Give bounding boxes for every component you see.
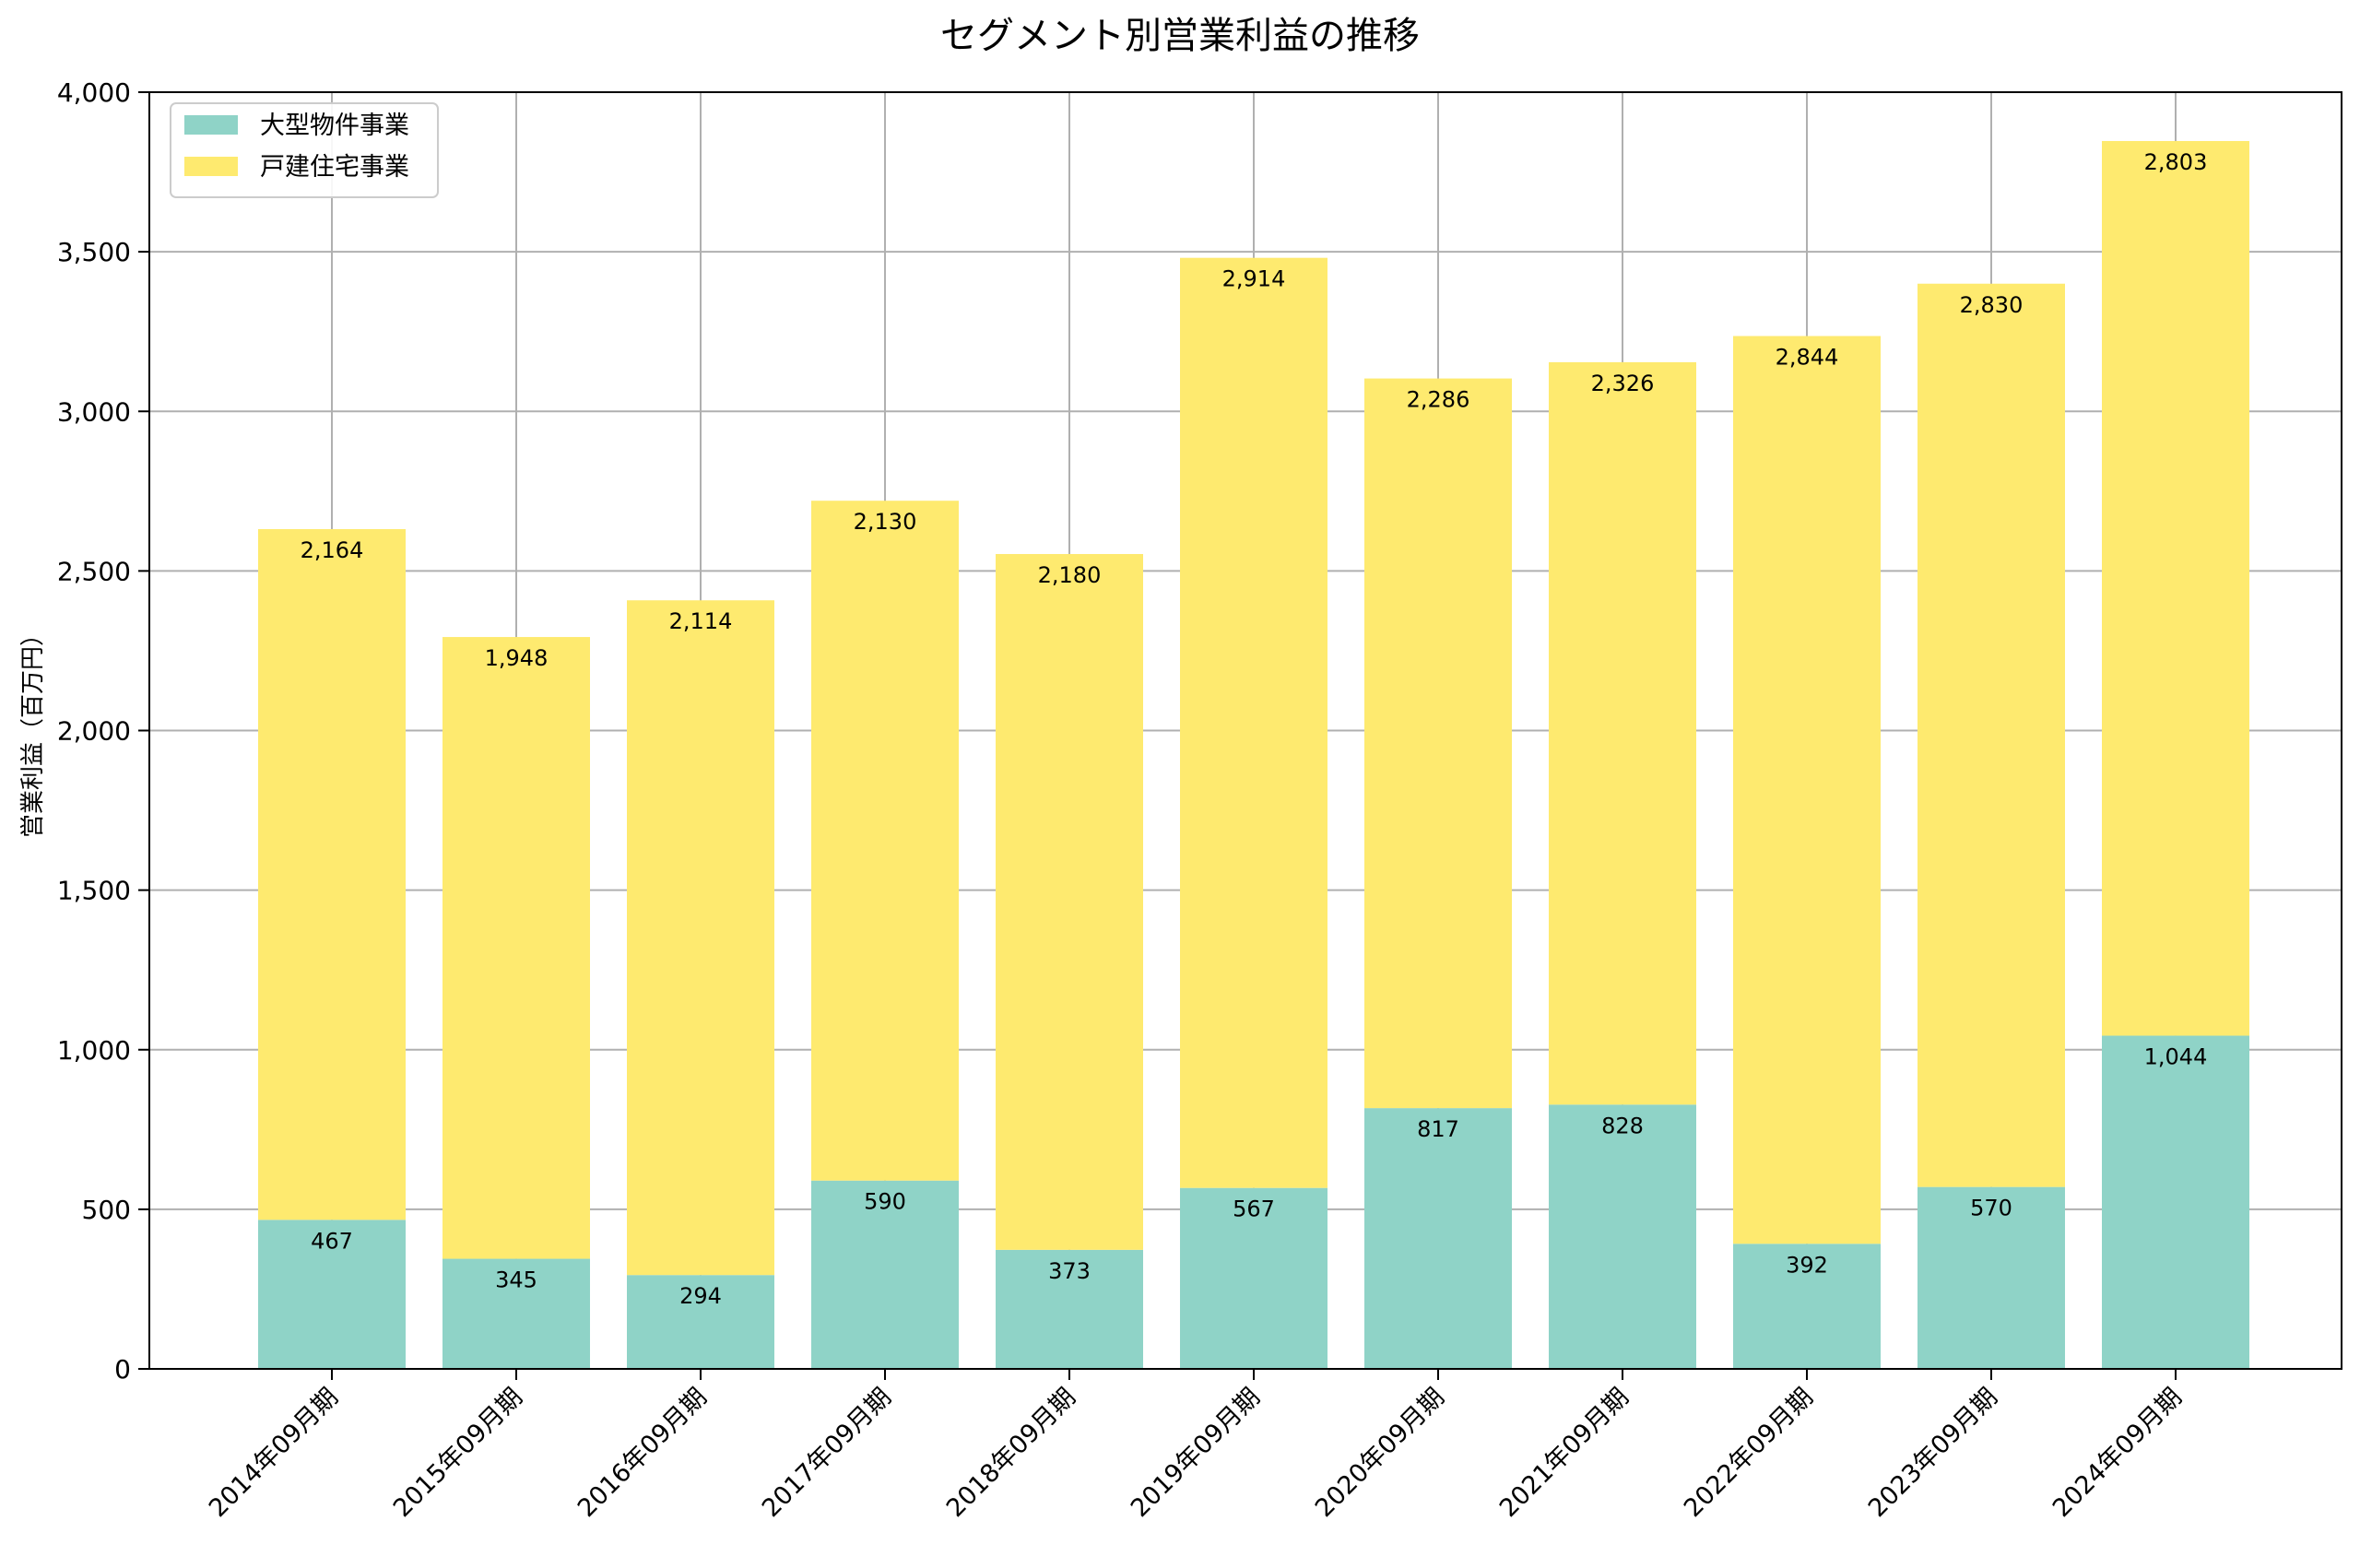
data-label: 570 bbox=[1970, 1196, 2012, 1221]
data-label: 590 bbox=[864, 1189, 906, 1215]
data-label: 2,114 bbox=[669, 608, 733, 634]
bars bbox=[258, 140, 2249, 1369]
data-label: 2,844 bbox=[1776, 345, 1839, 371]
x-tick-label: 2022年09月期 bbox=[1679, 1383, 1819, 1523]
data-label: 2,830 bbox=[1960, 292, 2024, 318]
data-label: 2,130 bbox=[854, 509, 917, 535]
bar-segment bbox=[442, 637, 590, 1259]
data-label: 2,803 bbox=[2144, 149, 2208, 175]
data-label: 2,914 bbox=[1222, 266, 1286, 292]
x-tick-label: 2021年09月期 bbox=[1494, 1383, 1634, 1523]
x-tick-label: 2014年09月期 bbox=[204, 1383, 344, 1523]
y-axis-label: 営業利益（百万円） bbox=[19, 622, 47, 838]
data-label: 567 bbox=[1233, 1197, 1275, 1222]
bar-segment bbox=[258, 1220, 406, 1369]
bar-segment bbox=[627, 1275, 774, 1369]
y-tick-label: 0 bbox=[114, 1354, 131, 1385]
x-tick-label: 2019年09月期 bbox=[1126, 1383, 1266, 1523]
bar-segment bbox=[627, 600, 774, 1276]
data-labels: 467 345 294 590 373 567 817 828 392 570 1,044 2,164… bbox=[301, 149, 2208, 1309]
data-label: 467 bbox=[311, 1228, 353, 1254]
data-label: 345 bbox=[495, 1267, 537, 1293]
legend-label: 大型物件事業 bbox=[260, 112, 409, 140]
bar-segment bbox=[996, 554, 1143, 1250]
legend-swatch bbox=[184, 157, 238, 176]
bar-segment bbox=[1733, 1244, 1881, 1369]
y-axis: 0 500 1,000 1,500 2,000 2,500 3,000 3,500 4,000 bbox=[57, 77, 149, 1385]
chart-title: セグメント別営業利益の推移 bbox=[940, 15, 1420, 57]
data-label: 1,948 bbox=[485, 645, 549, 671]
bar-segment bbox=[442, 1258, 590, 1369]
y-tick-label: 1,000 bbox=[57, 1035, 131, 1066]
x-tick-label: 2024年09月期 bbox=[2047, 1383, 2188, 1523]
x-tick-label: 2018年09月期 bbox=[941, 1383, 1081, 1523]
data-label: 1,044 bbox=[2144, 1044, 2208, 1070]
bar-segment bbox=[996, 1249, 1143, 1369]
data-label: 2,180 bbox=[1038, 562, 1102, 588]
data-label: 294 bbox=[679, 1283, 722, 1309]
bar-segment bbox=[1364, 1108, 1512, 1369]
y-tick-label: 500 bbox=[82, 1195, 131, 1225]
data-label: 373 bbox=[1048, 1258, 1091, 1284]
bar-segment bbox=[1918, 1186, 2065, 1369]
legend-label: 戸建住宅事業 bbox=[260, 153, 409, 182]
data-label: 828 bbox=[1601, 1113, 1644, 1138]
y-tick-label: 3,500 bbox=[57, 237, 131, 267]
bar-segment bbox=[1180, 1187, 1328, 1369]
x-tick-label: 2020年09月期 bbox=[1310, 1383, 1450, 1523]
y-tick-label: 3,000 bbox=[57, 396, 131, 427]
bar-segment bbox=[811, 501, 959, 1181]
x-tick-label: 2023年09月期 bbox=[1863, 1383, 2003, 1523]
data-label: 817 bbox=[1417, 1116, 1459, 1142]
data-label: 2,326 bbox=[1591, 371, 1655, 396]
data-label: 2,164 bbox=[301, 537, 364, 563]
y-tick-label: 1,500 bbox=[57, 876, 131, 906]
y-tick-label: 2,500 bbox=[57, 556, 131, 586]
bar-segment bbox=[2102, 140, 2249, 1036]
x-tick-label: 2015年09月期 bbox=[388, 1383, 528, 1523]
legend-swatch bbox=[184, 115, 238, 135]
bar-segment bbox=[258, 529, 406, 1220]
data-label: 2,286 bbox=[1407, 387, 1470, 413]
data-label: 392 bbox=[1786, 1252, 1828, 1278]
y-tick-label: 4,000 bbox=[57, 77, 131, 108]
bar-segment bbox=[1549, 361, 1696, 1105]
bar-segment bbox=[811, 1180, 959, 1369]
bar-segment bbox=[1549, 1104, 1696, 1369]
bar-segment bbox=[2102, 1035, 2249, 1369]
bar-segment bbox=[1180, 257, 1328, 1188]
bar-segment bbox=[1918, 283, 2065, 1187]
x-axis: 2014年09月期 2015年09月期 2016年09月期 2017年09月期 2018… bbox=[204, 1369, 2188, 1523]
bar-segment bbox=[1733, 336, 1881, 1244]
x-tick-label: 2016年09月期 bbox=[572, 1383, 713, 1523]
x-tick-label: 2017年09月期 bbox=[757, 1383, 897, 1523]
y-tick-label: 2,000 bbox=[57, 716, 131, 747]
bar-segment bbox=[1364, 378, 1512, 1109]
